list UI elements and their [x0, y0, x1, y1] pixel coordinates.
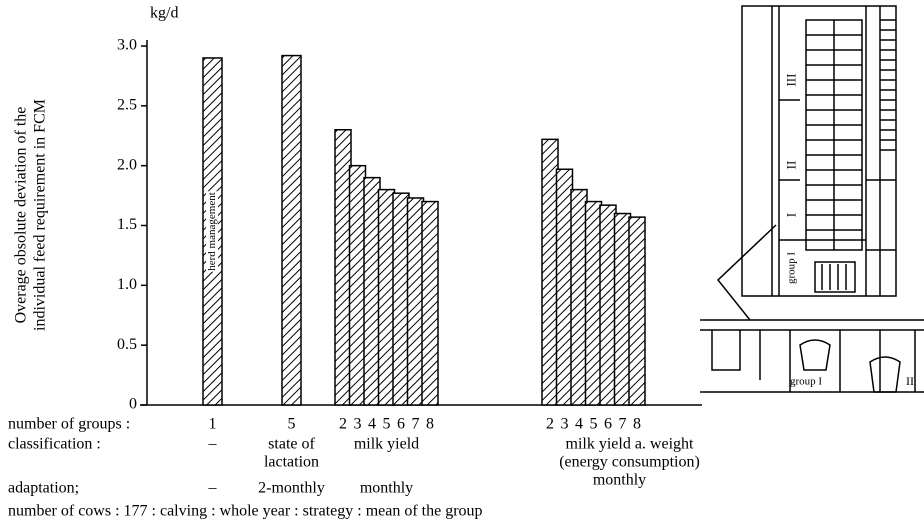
- bar: [364, 178, 380, 405]
- classification: lactation: [264, 454, 319, 471]
- bar-annotation: herd management: [206, 192, 218, 271]
- y-tick-label: 1.5: [117, 216, 137, 233]
- y-axis-label: individual feed requirement in FCM: [32, 99, 49, 331]
- unit-label: kg/d: [150, 5, 178, 22]
- classification: state of: [268, 436, 315, 453]
- bar: [629, 217, 645, 405]
- x-tick-label: 7: [412, 416, 420, 433]
- classification: milk yield: [354, 436, 419, 453]
- x-tick-label: 5: [288, 416, 296, 433]
- y-tick-label: 0: [129, 396, 137, 413]
- bar: [542, 139, 558, 405]
- bar: [379, 190, 395, 405]
- y-tick-label: 2.0: [117, 156, 137, 173]
- adaptation: monthly: [360, 480, 413, 497]
- group-label: group I: [790, 376, 822, 388]
- x-tick-label: 5: [590, 416, 598, 433]
- bar: [282, 56, 301, 405]
- classification: milk yield a. weight: [566, 436, 695, 453]
- row-label: adaptation;: [8, 480, 79, 497]
- bar: [615, 214, 631, 405]
- x-tick-label: 7: [619, 416, 627, 433]
- zone-label: I: [784, 213, 799, 217]
- x-tick-label: 6: [604, 416, 612, 433]
- zone-label: II: [784, 161, 799, 170]
- bar: [571, 190, 587, 405]
- y-axis-label: Overage obsolute deviation of the: [13, 107, 30, 324]
- x-tick-label: 2: [546, 416, 554, 433]
- x-tick-label: 8: [426, 416, 434, 433]
- x-tick-label: 8: [633, 416, 641, 433]
- bar: [335, 130, 351, 405]
- x-tick-label: 3: [561, 416, 569, 433]
- bar: [350, 166, 366, 405]
- x-tick-label: 2: [339, 416, 347, 433]
- adaptation: 2-monthly: [258, 480, 325, 497]
- group-label: group I: [786, 252, 798, 284]
- y-tick-label: 2.5: [117, 97, 137, 114]
- barn-diagram: [700, 6, 924, 392]
- classification: (energy consumption): [559, 454, 700, 471]
- adaptation: monthly: [593, 472, 646, 489]
- footnote: number of cows : 177 : calving : whole y…: [8, 503, 483, 520]
- bar: [600, 205, 616, 405]
- x-tick-label: 1: [209, 416, 217, 433]
- chart: kg/d Overage obsolute deviation of the i…: [0, 0, 924, 524]
- x-tick-label: 6: [397, 416, 405, 433]
- group-label: II: [906, 374, 914, 388]
- bar: [422, 202, 438, 405]
- bar: [586, 202, 602, 405]
- classification: –: [208, 436, 218, 453]
- y-tick-label: 0.5: [117, 336, 137, 353]
- x-tick-label: 4: [368, 416, 376, 433]
- zone-label: III: [784, 74, 799, 87]
- y-tick-label: 1.0: [117, 276, 137, 293]
- bar: [408, 198, 424, 405]
- bar: [393, 193, 409, 405]
- x-tick-label: 4: [575, 416, 583, 433]
- x-tick-label: 3: [354, 416, 362, 433]
- y-tick-label: 3.0: [117, 37, 137, 54]
- row-label: classification :: [8, 436, 101, 453]
- row-label: number of groups :: [8, 416, 130, 433]
- bar: [557, 169, 573, 405]
- x-tick-label: 5: [383, 416, 391, 433]
- adaptation: –: [208, 480, 218, 497]
